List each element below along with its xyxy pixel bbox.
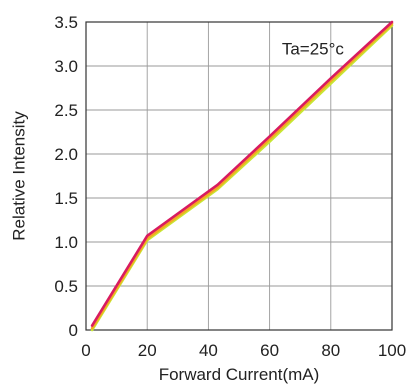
y-tick-label: 0 [69, 321, 78, 340]
y-tick-label: 1.5 [54, 189, 78, 208]
series-line-2 [90, 22, 394, 330]
series-line-1 [90, 24, 394, 332]
x-axis-ticks: 0 20 40 60 80 100 [81, 341, 406, 360]
y-axis-title: Relative Intensity [9, 111, 28, 241]
x-tick-label: 0 [81, 341, 90, 360]
x-tick-label: 80 [321, 341, 340, 360]
y-tick-label: 2.0 [54, 145, 78, 164]
x-tick-label: 40 [199, 341, 218, 360]
series-group [90, 20, 394, 332]
plot-area-frame [85, 21, 393, 331]
x-tick-label: 60 [260, 341, 279, 360]
y-tick-label: 1.0 [54, 233, 78, 252]
y-tick-label: 0.5 [54, 277, 78, 296]
grid [86, 22, 392, 330]
x-axis-title: Forward Current(mA) [159, 365, 320, 384]
temperature-annotation: Ta=25°c [282, 39, 345, 58]
series-line-3 [90, 20, 394, 327]
x-tick-label: 100 [378, 341, 406, 360]
y-tick-label: 2.5 [54, 101, 78, 120]
x-tick-label: 20 [138, 341, 157, 360]
y-tick-label: 3.5 [54, 13, 78, 32]
y-axis-ticks: 0 0.5 1.0 1.5 2.0 2.5 3.0 3.5 [54, 13, 78, 340]
y-tick-label: 3.0 [54, 57, 78, 76]
